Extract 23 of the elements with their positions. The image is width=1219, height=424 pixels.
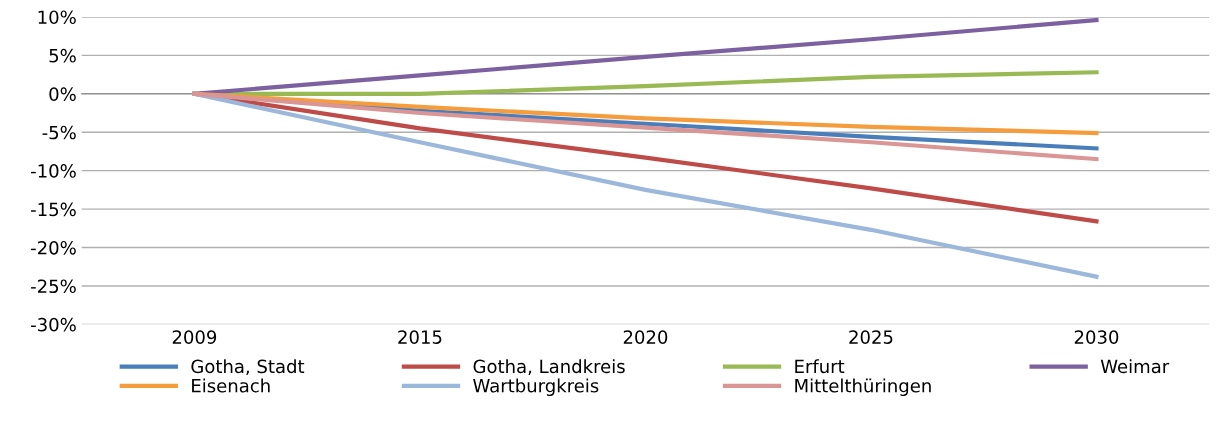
legend-label: Gotha, Landkreis — [473, 359, 625, 376]
y-tick-label: -30% — [31, 317, 76, 332]
y-tick-label: 5% — [49, 48, 76, 63]
line-series — [192, 91, 1099, 279]
x-tick-label: 2025 — [849, 330, 893, 344]
y-tick-label: -20% — [31, 240, 76, 255]
legend-label: Eisenach — [192, 378, 270, 393]
y-tick-label: 0% — [49, 87, 76, 101]
y-tick-label: 10% — [38, 10, 76, 25]
x-tick-label: 2009 — [172, 330, 217, 344]
x-tick-label: 2015 — [398, 330, 442, 344]
y-tick-label: -25% — [31, 279, 76, 294]
x-tick-label: 2030 — [1074, 330, 1119, 344]
legend-label: Gotha, Stadt — [191, 359, 305, 376]
y-tick-label: -15% — [31, 202, 76, 217]
y-tick-label: -10% — [31, 164, 76, 178]
legend-label: Mittelthüringen — [795, 378, 931, 396]
legend-label: Wartburgkreis — [473, 378, 599, 396]
line-series — [192, 91, 1099, 162]
y-tick-label: -5% — [42, 125, 76, 140]
legend-label: Erfurt — [795, 359, 845, 374]
legend-label: Weimar — [1100, 359, 1170, 374]
x-tick-label: 2020 — [623, 330, 668, 344]
